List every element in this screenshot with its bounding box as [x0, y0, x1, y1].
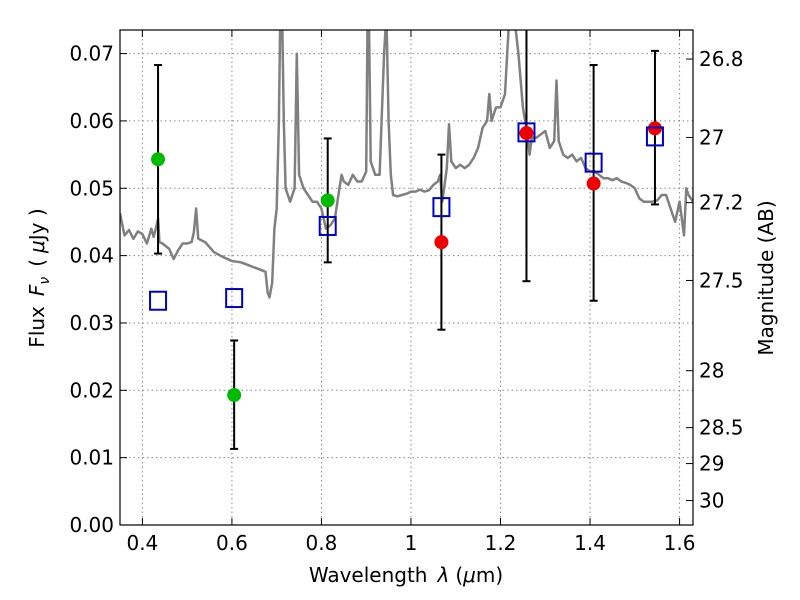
green-data-point [151, 152, 166, 167]
y-tick-label: 0.07 [69, 42, 114, 66]
red-data-point [434, 235, 449, 250]
y2-axis-label: Magnitude (AB) [754, 200, 778, 355]
y-tick-label: 0.02 [69, 378, 114, 402]
model-box-marker [517, 122, 536, 143]
x-tick-label: 0.8 [306, 531, 338, 555]
red-data-point [519, 126, 534, 141]
x-tick-label: 0.6 [216, 531, 248, 555]
x-tick-label: 1 [405, 531, 418, 555]
y2-tick-label: 27.2 [699, 191, 744, 215]
model-box-marker [149, 290, 168, 311]
x-axis-label: Wavelength λ (μm) [309, 563, 503, 587]
green-data-point [227, 388, 242, 403]
y-axis-label: FluxFν(μJy ) [25, 208, 53, 347]
y-tick-label: 0.06 [69, 109, 114, 133]
x-tick-label: 0.4 [126, 531, 158, 555]
model-box-marker [432, 197, 451, 218]
model-box-marker [645, 126, 664, 147]
y2-tick-label: 30 [699, 489, 724, 513]
green-data-point [320, 193, 335, 208]
plot-frame [119, 29, 694, 526]
x-tick-label: 1.6 [664, 531, 696, 555]
y-tick-label: 0.00 [69, 513, 114, 537]
x-tick-label: 1.2 [485, 531, 517, 555]
y-tick-label: 0.01 [69, 446, 114, 470]
y2-tick-label: 29 [699, 452, 724, 476]
model-box-marker [584, 152, 603, 173]
y2-tick-label: 26.8 [699, 47, 744, 71]
y2-tick-label: 28.5 [699, 416, 744, 440]
red-data-point [586, 176, 601, 191]
y2-tick-label: 27.5 [699, 268, 744, 292]
y-tick-label: 0.03 [69, 311, 114, 335]
y-tick-label: 0.05 [69, 176, 114, 200]
model-box-layer [149, 122, 664, 311]
y2-tick-label: 28 [699, 359, 724, 383]
model-box-marker [225, 288, 244, 309]
y-tick-label: 0.04 [69, 244, 114, 268]
y2-tick-label: 27 [699, 125, 724, 149]
model-box-marker [318, 215, 337, 236]
x-tick-label: 1.4 [574, 531, 606, 555]
plot-background [120, 30, 693, 525]
tick-layer: 0.4 0.6 0.8 1 1.2 1.4 1.6 0.00 0.01 0.02 0.03 0.04 0… [69, 30, 744, 555]
